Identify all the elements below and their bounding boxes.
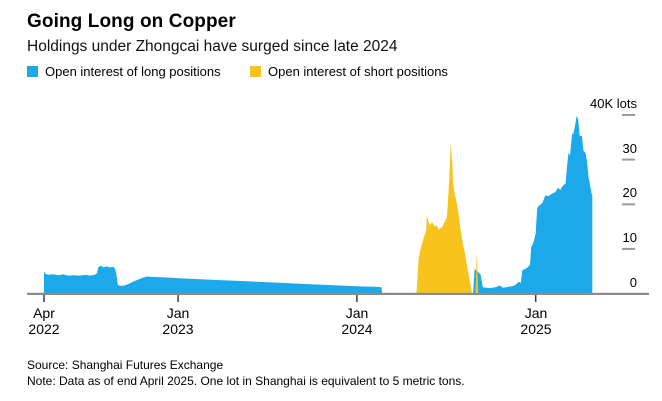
x-axis-label-year: 2025 [520, 321, 552, 337]
legend-label-long: Open interest of long positions [45, 63, 221, 79]
y-axis-label-40: 40K lots [590, 96, 637, 111]
legend-swatch-long-icon [27, 65, 38, 77]
y-axis-tick-dash [622, 247, 635, 250]
legend-label-short: Open interest of short positions [268, 63, 448, 79]
y-axis-label-20: 20 [622, 185, 637, 200]
x-axis-label-jan-2023: Jan 2023 [133, 305, 223, 337]
x-axis-label-year: 2024 [341, 321, 373, 337]
y-axis-tick-dash [622, 158, 635, 161]
x-axis-label-jan-2024: Jan 2024 [312, 305, 402, 337]
note-text: Note: Data as of end April 2025. One lot… [27, 374, 465, 388]
x-axis-label-year: 2022 [28, 321, 60, 337]
x-axis-label-year: 2023 [162, 321, 194, 337]
x-axis-label-jan-2025: Jan 2025 [491, 305, 581, 337]
x-axis-label-apr-2022: Apr 2022 [0, 305, 89, 337]
short-positions-area [416, 141, 479, 294]
source-text: Source: Shanghai Futures Exchange [27, 358, 224, 372]
x-axis-label-month: Apr [33, 305, 55, 321]
chart-subtitle: Holdings under Zhongcai have surged sinc… [27, 38, 398, 55]
y-axis-tick-dash [622, 114, 635, 116]
x-axis-label-month: Jan [345, 305, 369, 321]
x-axis-label-month: Jan [524, 305, 548, 321]
y-axis-label-10: 10 [622, 230, 637, 245]
legend-item-long-positions: Open interest of long positions [27, 63, 221, 79]
x-axis-label-month: Jan [166, 305, 190, 321]
legend-swatch-short-icon [250, 65, 261, 77]
x-axis-baseline [27, 292, 649, 295]
legend-item-short-positions: Open interest of short positions [250, 63, 448, 79]
y-axis-label-0: 0 [629, 275, 637, 290]
long-positions-area [44, 115, 593, 294]
y-axis-tick-dash [622, 203, 635, 206]
y-axis-label-30: 30 [622, 141, 637, 156]
page-title: Going Long on Copper [27, 11, 236, 32]
